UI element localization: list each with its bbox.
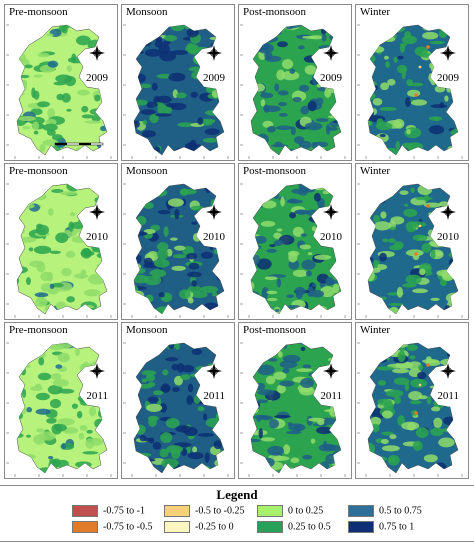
north-arrow-icon: [323, 204, 339, 220]
ndvi-map: [6, 342, 112, 477]
legend-item: 0.25 to 0.5: [257, 521, 331, 533]
legend-label: 0.75 to 1: [379, 521, 415, 533]
ndvi-map: [6, 24, 112, 159]
season-label: Monsoon: [126, 6, 168, 18]
year-label: 2011: [320, 390, 342, 402]
north-arrow-icon: [440, 363, 456, 379]
legend-label: 0 to 0.25: [288, 505, 324, 517]
north-arrow-icon: [323, 45, 339, 61]
ndvi-map: [357, 342, 463, 477]
legend-title: Legend: [216, 487, 258, 502]
legend-swatch: [348, 521, 374, 533]
legend-item: 0.75 to 1: [348, 521, 414, 533]
map-panel: Winter 2011: [355, 322, 469, 479]
ndvi-map: [6, 183, 112, 318]
basin-region: [367, 342, 459, 474]
map-panel: Post-monsoon 2009: [238, 4, 352, 161]
map-panel: Monsoon 2009: [121, 4, 235, 161]
ndvi-map: [240, 183, 346, 318]
year-label: 2010: [320, 231, 342, 243]
north-arrow-icon: [206, 363, 222, 379]
legend-label: -0.75 to -1: [103, 505, 145, 517]
legend-item: -0.75 to -1: [72, 505, 145, 517]
year-label: 2009: [203, 72, 225, 84]
year-label: 2010: [437, 231, 459, 243]
year-label: 2009: [320, 72, 342, 84]
season-label: Post-monsoon: [243, 324, 306, 336]
legend-swatch: [72, 505, 98, 517]
legend-swatch: [164, 521, 190, 533]
map-panel: Post-monsoon 2010: [238, 163, 352, 320]
legend-label: 0.25 to 0.5: [288, 521, 331, 533]
map-panel: Pre-monsoon 2010: [4, 163, 118, 320]
year-label: 2010: [203, 231, 225, 243]
legend: Legend -0.75 to -1 -0.5 to -0.25 0 to 0.25…: [0, 485, 474, 542]
north-arrow-icon: [323, 363, 339, 379]
year-label: 2011: [437, 390, 459, 402]
legend-item: -0.5 to -0.25: [164, 505, 244, 517]
season-label: Pre-monsoon: [9, 165, 68, 177]
scale-bar: [54, 142, 104, 146]
map-panel: Pre-monsoon 2011: [4, 322, 118, 479]
legend-swatch: [164, 505, 190, 517]
legend-swatch: [257, 505, 283, 517]
season-label: Winter: [360, 165, 391, 177]
season-label: Monsoon: [126, 165, 168, 177]
north-arrow-icon: [89, 363, 105, 379]
map-panel: Post-monsoon 2011: [238, 322, 352, 479]
north-arrow-icon: [89, 204, 105, 220]
year-label: 2009: [437, 72, 459, 84]
north-arrow-icon: [206, 204, 222, 220]
ndvi-map: [123, 342, 229, 477]
legend-swatch: [257, 521, 283, 533]
map-panel: Winter 2009: [355, 4, 469, 161]
map-panel: Monsoon 2010: [121, 163, 235, 320]
year-label: 2011: [203, 390, 225, 402]
map-panel: Pre-monsoon 2009: [4, 4, 118, 161]
legend-swatch: [72, 521, 98, 533]
season-label: Pre-monsoon: [9, 324, 68, 336]
season-label: Pre-monsoon: [9, 6, 68, 18]
season-label: Winter: [360, 6, 391, 18]
north-arrow-icon: [440, 45, 456, 61]
north-arrow-icon: [206, 45, 222, 61]
year-label: 2010: [86, 231, 108, 243]
legend-label: -0.25 to 0: [195, 521, 234, 533]
year-label: 2009: [86, 72, 108, 84]
ndvi-map: [240, 24, 346, 159]
ndvi-map: [240, 342, 346, 477]
season-label: Post-monsoon: [243, 165, 306, 177]
north-arrow-icon: [440, 204, 456, 220]
north-arrow-icon: [89, 45, 105, 61]
season-label: Monsoon: [126, 324, 168, 336]
year-label: 2011: [86, 390, 108, 402]
legend-swatch: [348, 505, 374, 517]
legend-label: -0.75 to -0.5: [103, 521, 153, 533]
legend-item: 0 to 0.25: [257, 505, 323, 517]
ndvi-map: [123, 24, 229, 159]
legend-label: 0.5 to 0.75: [379, 505, 422, 517]
legend-label: -0.5 to -0.25: [195, 505, 245, 517]
ndvi-map: [357, 183, 463, 318]
map-panel: Monsoon 2011: [121, 322, 235, 479]
ndvi-map: [123, 183, 229, 318]
legend-item: 0.5 to 0.75: [348, 505, 422, 517]
ndvi-map: [357, 24, 463, 159]
map-panel: Winter 2010: [355, 163, 469, 320]
legend-item: -0.25 to 0: [164, 521, 234, 533]
season-label: Post-monsoon: [243, 6, 306, 18]
season-label: Winter: [360, 324, 391, 336]
legend-item: -0.75 to -0.5: [72, 521, 152, 533]
